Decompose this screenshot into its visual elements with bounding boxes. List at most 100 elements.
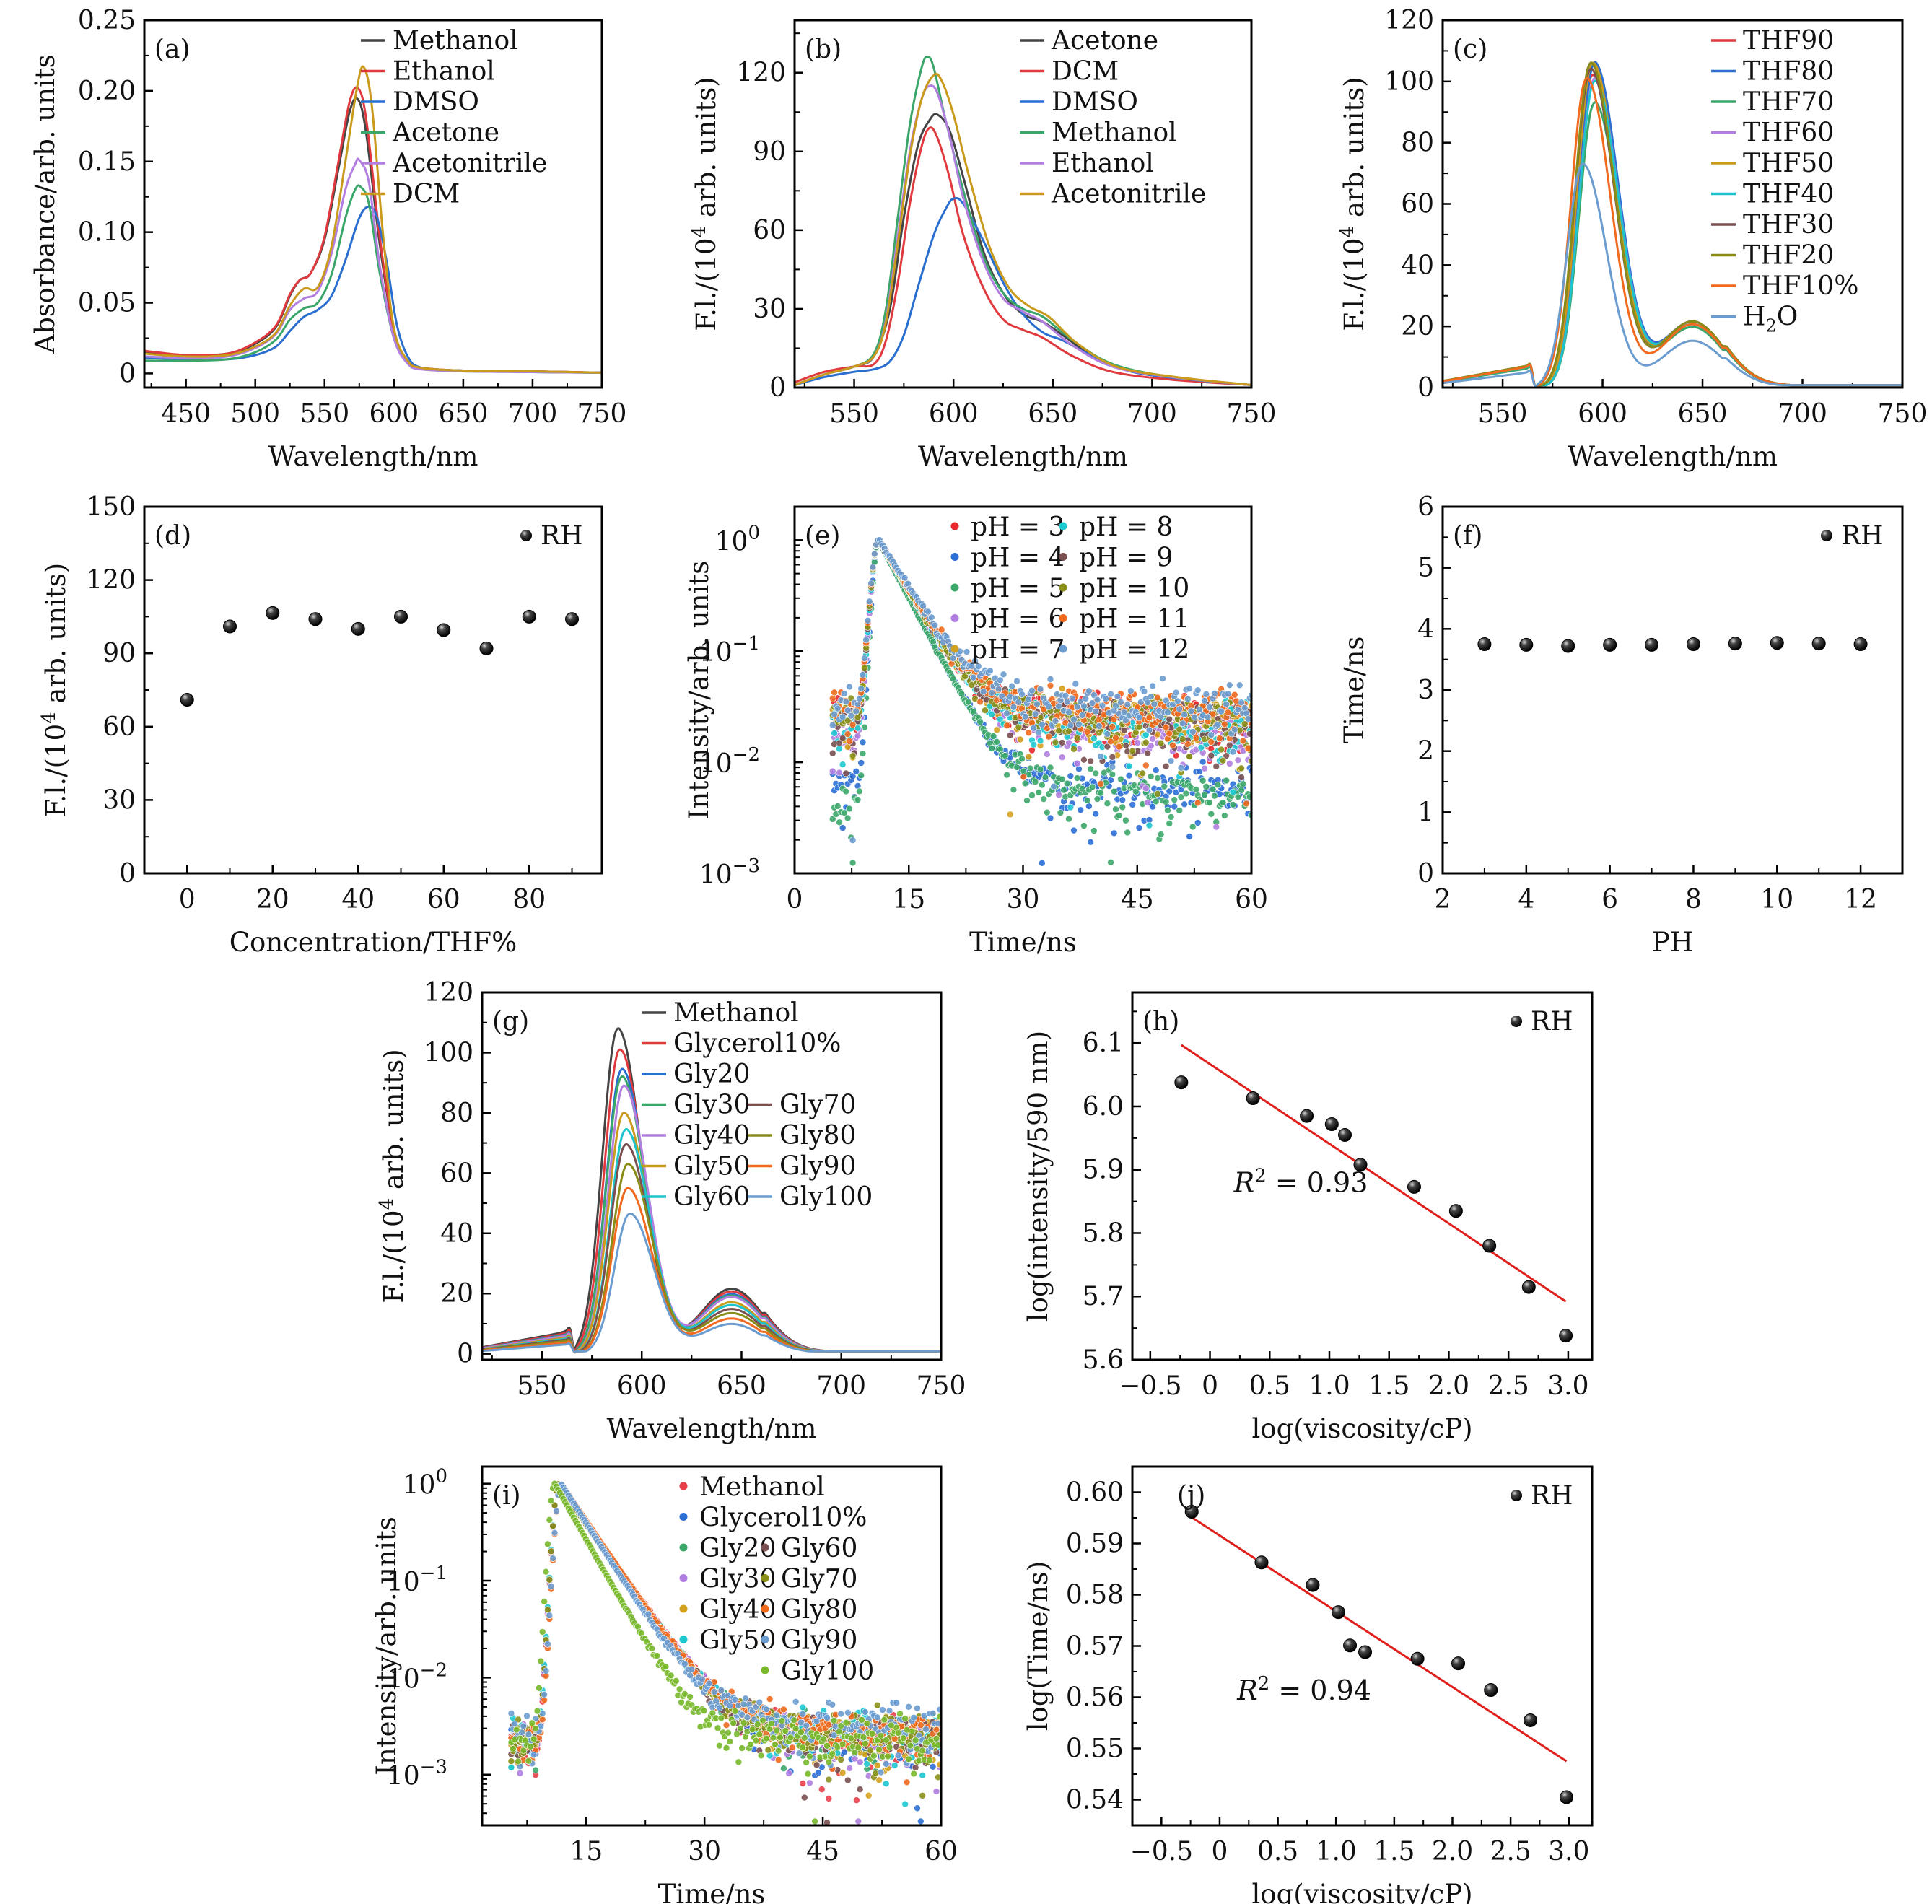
- y-tick-label: 10−2: [699, 744, 760, 779]
- legend-marker: [950, 522, 959, 530]
- data-point: [839, 734, 847, 742]
- data-point: [1073, 759, 1081, 767]
- data-point: [1179, 735, 1186, 743]
- data-point: [1147, 773, 1155, 780]
- x-axis-d: 0 20 40 60 80: [179, 865, 573, 914]
- data-point: [1080, 756, 1088, 764]
- y-tick-label: 100: [424, 1038, 473, 1067]
- data-point: [917, 1817, 925, 1825]
- data-point: [1174, 1075, 1189, 1090]
- data-point: [479, 641, 494, 655]
- data-point: [1036, 686, 1044, 693]
- data-point: [1177, 764, 1185, 772]
- y-tick-label: 0: [1417, 373, 1434, 403]
- x-tick-label: −0.5: [1119, 1371, 1181, 1401]
- data-point: [846, 805, 853, 813]
- data-point: [831, 730, 838, 737]
- data-point: [1073, 703, 1081, 711]
- y-tick-label: 4: [1417, 614, 1434, 644]
- data-point: [1186, 753, 1193, 760]
- legend-label: Methanol: [673, 998, 799, 1028]
- data-point: [1093, 795, 1101, 803]
- data-point: [1088, 699, 1096, 707]
- data-point: [1103, 800, 1111, 807]
- x-tick-label: 750: [917, 1371, 966, 1401]
- data-point: [1090, 827, 1098, 834]
- legend-marker: [1059, 583, 1067, 592]
- series-line-gly100: [482, 1212, 941, 1353]
- legend-label: THF20: [1743, 241, 1834, 271]
- data-point: [1176, 725, 1183, 733]
- legend-label: pH = 11: [1079, 605, 1189, 634]
- x-tick-label: 700: [816, 1371, 866, 1401]
- legend-f: RH: [1821, 521, 1884, 551]
- data-point: [846, 738, 853, 745]
- legend-label: Acetonitrile: [392, 149, 547, 178]
- data-point: [849, 772, 857, 780]
- data-point: [867, 580, 875, 587]
- data-point: [1120, 709, 1128, 717]
- data-point: [1214, 781, 1222, 789]
- data-point: [861, 664, 868, 672]
- data-point: [1144, 799, 1151, 806]
- series-line-dcm: [144, 65, 602, 374]
- x-tick-label: 20: [256, 885, 289, 914]
- data-point: [1083, 797, 1091, 804]
- y-tick-label: 1: [1417, 798, 1434, 827]
- data-point: [841, 690, 848, 697]
- data-point: [1107, 738, 1114, 746]
- data-point: [1199, 758, 1207, 766]
- data-point: [1125, 762, 1133, 770]
- data-point: [1103, 743, 1111, 751]
- x-tick-label: 10: [1760, 885, 1793, 914]
- data-point: [1010, 703, 1018, 711]
- data-point: [1107, 859, 1114, 866]
- legend-label: pH = 4: [971, 543, 1065, 573]
- data-point: [223, 619, 237, 634]
- data-point: [997, 676, 1004, 684]
- data-point: [547, 1547, 555, 1555]
- x-tick-label: 550: [517, 1371, 567, 1401]
- x-tick-label: 60: [1235, 885, 1268, 914]
- data-point: [1112, 805, 1119, 813]
- data-point: [1110, 829, 1118, 837]
- data-point: [1162, 798, 1170, 805]
- data-point: [1218, 746, 1225, 754]
- data-point: [1003, 722, 1010, 730]
- data-point: [834, 803, 842, 810]
- x-tick-label: 700: [1127, 399, 1177, 429]
- legend-label: RH: [1841, 521, 1884, 551]
- data-point: [1241, 720, 1249, 728]
- data-point: [993, 738, 1001, 746]
- data-point: [1770, 636, 1784, 650]
- data-point: [1030, 724, 1038, 732]
- data-point: [854, 796, 862, 803]
- data-point: [1152, 798, 1160, 805]
- data-point: [1159, 675, 1166, 683]
- legend-b: AcetoneDCMDMSOMethanolEthanolAcetonitril…: [1020, 26, 1206, 209]
- x-axis-h: −0.5 0 0.5 1.0 1.5 2.0 2.5 3.0: [1119, 1351, 1589, 1401]
- data-point: [1246, 730, 1251, 738]
- data-point: [1226, 741, 1233, 749]
- data-point: [849, 859, 857, 867]
- panel-i: 15 30 45 6010−310−210−1100Time/nsIntensity/…: [371, 1465, 958, 1904]
- data-point: [1162, 762, 1170, 770]
- data-point: [1238, 699, 1245, 707]
- data-point: [861, 655, 868, 662]
- x-tick-label: 0: [1202, 1371, 1218, 1401]
- data-point: [1162, 723, 1170, 731]
- data-point: [1196, 768, 1203, 775]
- series-line-acetone: [795, 113, 1251, 386]
- data-point: [1002, 752, 1009, 759]
- data-point: [1207, 745, 1215, 753]
- x-tick-label: 0.5: [1249, 1371, 1290, 1401]
- data-point: [1132, 788, 1140, 795]
- y-axis-title: log(intensity/590 nm): [1023, 1031, 1054, 1322]
- y-tick-label: 20: [440, 1279, 473, 1309]
- data-point: [1238, 774, 1245, 781]
- data-point: [1194, 686, 1202, 694]
- data-point: [1218, 707, 1225, 715]
- y-axis-title: F.l./(104 arb. units): [38, 563, 71, 817]
